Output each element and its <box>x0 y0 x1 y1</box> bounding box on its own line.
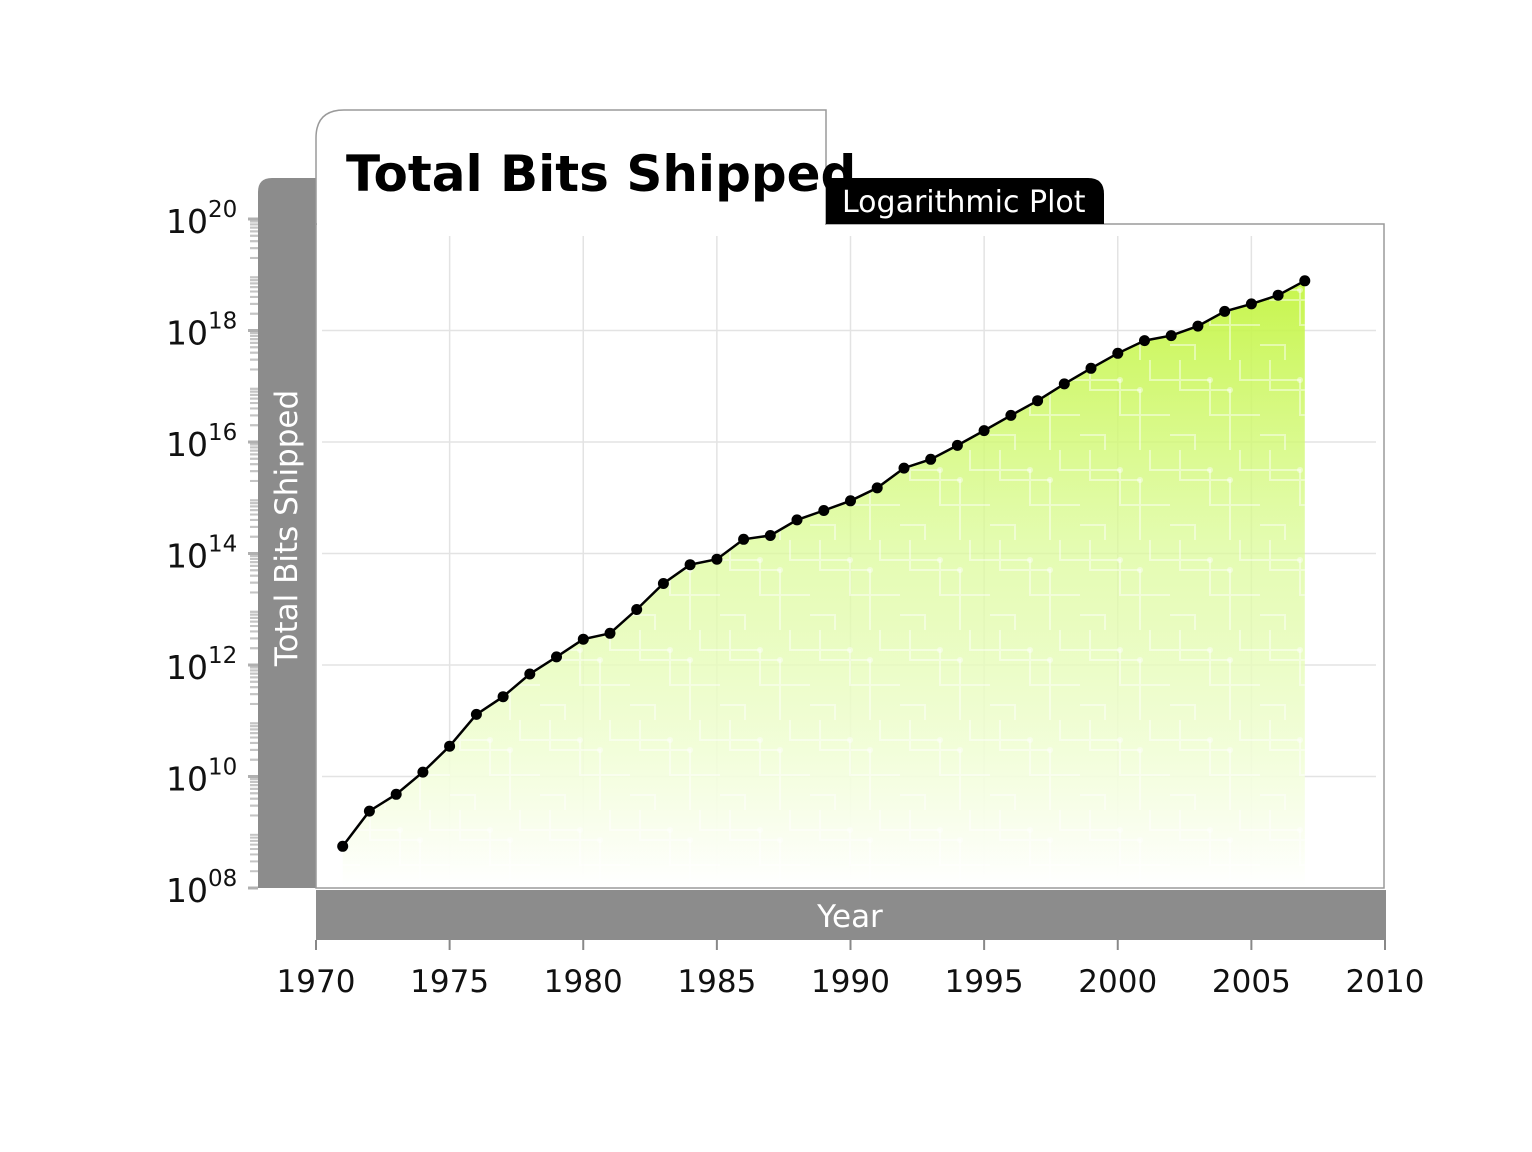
data-point <box>524 668 536 680</box>
title-tab <box>315 109 827 225</box>
data-point <box>363 805 375 817</box>
data-point <box>551 651 562 663</box>
data-point <box>1299 275 1311 287</box>
data-point <box>951 439 963 451</box>
y-axis-ticks: 1008 1010 1012 1014 1016 1018 1020 <box>166 197 258 910</box>
data-point <box>657 578 669 589</box>
data-point <box>898 462 910 474</box>
data-point <box>1245 298 1257 310</box>
chart-title: Total Bits Shipped <box>346 145 856 203</box>
x-tick-label: 2005 <box>1212 964 1291 1000</box>
data-point <box>1165 330 1177 342</box>
data-point <box>1058 378 1070 390</box>
data-point <box>711 553 723 565</box>
x-tick-label: 1980 <box>544 964 623 1000</box>
x-tick-label: 1990 <box>811 964 890 1000</box>
data-point <box>1112 347 1124 359</box>
data-point <box>1032 395 1044 407</box>
data-point <box>577 633 589 645</box>
y-axis-band <box>258 178 316 888</box>
x-axis-label: Year <box>816 899 883 935</box>
x-tick-label: 1970 <box>277 964 356 1000</box>
series-points <box>337 275 1311 852</box>
data-point <box>1192 320 1204 332</box>
data-point <box>604 627 616 639</box>
y-tick-label: 1008 <box>166 866 237 910</box>
data-point <box>764 530 776 541</box>
data-point <box>1272 289 1284 301</box>
data-point <box>390 788 402 800</box>
x-tick-label: 2000 <box>1078 964 1157 1000</box>
data-point <box>1139 335 1150 347</box>
data-point <box>1219 305 1231 317</box>
x-tick-label: 2010 <box>1346 964 1425 1000</box>
area-fill <box>342 280 1305 887</box>
data-point <box>470 708 482 720</box>
x-tick-label: 1995 <box>945 964 1024 1000</box>
y-axis-label: Total Bits Shipped <box>269 390 305 667</box>
data-point <box>871 482 883 494</box>
x-tick-label: 1985 <box>677 964 756 1000</box>
data-point <box>818 505 830 516</box>
data-point <box>417 766 429 778</box>
data-point <box>978 425 990 437</box>
y-tick-label: 1016 <box>166 420 237 464</box>
title-tab-cover <box>317 220 825 228</box>
data-point <box>1085 362 1097 374</box>
y-tick-label: 1018 <box>166 309 237 353</box>
y-tick-label: 1014 <box>166 532 237 576</box>
area-texture <box>342 280 1305 887</box>
data-point <box>337 840 349 852</box>
chart-subtitle: Logarithmic Plot <box>842 185 1086 220</box>
data-point <box>497 691 509 703</box>
data-point <box>925 453 937 465</box>
data-point <box>845 495 856 507</box>
data-point <box>444 740 456 752</box>
x-axis-ticks: 1970 1975 1980 1985 1990 1995 2000 2005 2010 <box>277 940 1425 1000</box>
data-point <box>684 559 696 571</box>
data-point <box>631 604 643 615</box>
subtitle-tab <box>826 178 1104 224</box>
y-tick-label: 1020 <box>166 197 237 241</box>
data-point <box>1005 409 1017 421</box>
y-tick-label: 1012 <box>166 643 237 687</box>
y-tick-label: 1010 <box>166 755 237 799</box>
data-point <box>738 533 750 545</box>
x-axis-band <box>316 890 1386 940</box>
data-point <box>791 514 803 526</box>
x-tick-label: 1975 <box>410 964 489 1000</box>
